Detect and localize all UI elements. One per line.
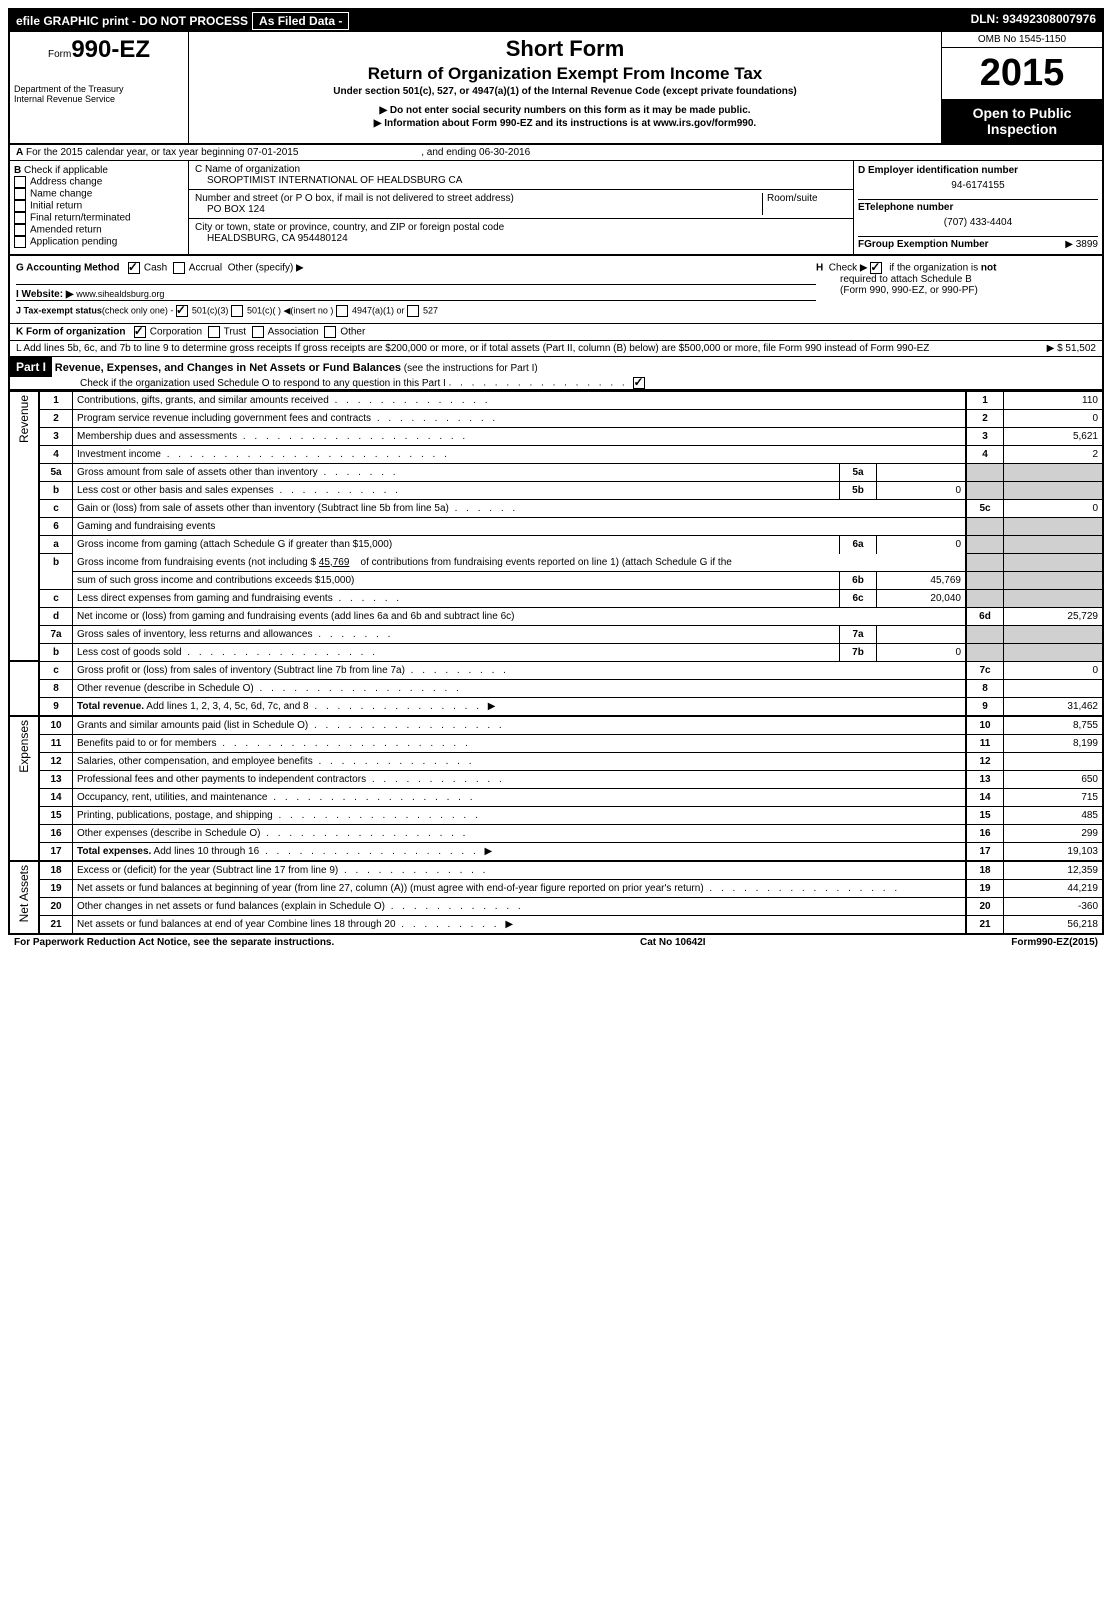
col-B: B Check if applicable Address change Nam… — [10, 161, 189, 254]
page-footer: For Paperwork Reduction Act Notice, see … — [8, 935, 1104, 950]
chk-cash[interactable] — [128, 262, 140, 274]
irs-link[interactable]: www.irs.gov/form990 — [653, 118, 753, 129]
chk-501c3[interactable] — [176, 305, 188, 317]
tax-year: 2015 — [942, 48, 1102, 99]
chk-4947[interactable] — [336, 305, 348, 317]
chk-trust[interactable] — [208, 326, 220, 338]
col-C: C Name of organization SOROPTIMIST INTER… — [189, 161, 854, 254]
lines-table: Revenue 1Contributions, gifts, grants, a… — [10, 391, 1102, 933]
notice-1: ▶ Do not enter social security numbers o… — [197, 105, 933, 116]
chk-H[interactable] — [870, 262, 882, 274]
chk-address[interactable] — [14, 176, 26, 188]
chk-initial[interactable] — [14, 200, 26, 212]
group-exemption: ▶ 3899 — [1065, 239, 1098, 250]
chk-amended[interactable] — [14, 224, 26, 236]
chk-corp[interactable] — [134, 326, 146, 338]
as-filed: As Filed Data - — [252, 12, 349, 30]
omb-no: OMB No 1545-1150 — [942, 32, 1102, 48]
row-A: A For the 2015 calendar year, or tax yea… — [10, 145, 1102, 161]
dept-2: Internal Revenue Service — [14, 94, 184, 104]
dln: DLN: 93492308007976 — [971, 12, 1096, 30]
chk-527[interactable] — [407, 305, 419, 317]
chk-pending[interactable] — [14, 236, 26, 248]
dept-1: Department of the Treasury — [14, 84, 184, 94]
org-name: SOROPTIMIST INTERNATIONAL OF HEALDSBURG … — [207, 175, 462, 186]
under-section: Under section 501(c), 527, or 4947(a)(1)… — [197, 86, 933, 97]
form-id-box: Form990-EZ Department of the Treasury In… — [10, 32, 189, 143]
chk-assoc[interactable] — [252, 326, 264, 338]
phone: (707) 433-4404 — [858, 217, 1098, 228]
notice-2: ▶ Information about Form 990-EZ and its … — [197, 118, 933, 129]
chk-501c[interactable] — [231, 305, 243, 317]
org-street: PO BOX 124 — [207, 204, 265, 215]
topbar: efile GRAPHIC print - DO NOT PROCESS As … — [10, 10, 1102, 32]
open-public: Open to Public Inspection — [942, 99, 1102, 143]
short-form: Short Form — [197, 36, 933, 62]
gross-receipts: ▶ $ 51,502 — [976, 343, 1096, 354]
chk-accrual[interactable] — [173, 262, 185, 274]
efile-notice: efile GRAPHIC print - DO NOT PROCESS — [16, 14, 248, 28]
form-number: 990-EZ — [71, 36, 150, 63]
form-prefix: Form — [48, 49, 71, 60]
part-1-label: Part I — [10, 357, 52, 377]
ein: 94-6174155 — [858, 180, 1098, 191]
return-title: Return of Organization Exempt From Incom… — [197, 64, 933, 84]
chk-schedule-o[interactable] — [633, 377, 645, 389]
chk-name[interactable] — [14, 188, 26, 200]
chk-final[interactable] — [14, 212, 26, 224]
chk-other[interactable] — [324, 326, 336, 338]
col-D: D Employer identification number 94-6174… — [854, 161, 1102, 254]
year-box: OMB No 1545-1150 2015 Open to Public Ins… — [941, 32, 1102, 143]
form-title-box: Short Form Return of Organization Exempt… — [189, 32, 941, 143]
website-link[interactable]: www.sihealdsburg.org — [76, 289, 164, 299]
org-city: HEALDSBURG, CA 954480124 — [207, 233, 348, 244]
form-container: efile GRAPHIC print - DO NOT PROCESS As … — [8, 8, 1104, 935]
